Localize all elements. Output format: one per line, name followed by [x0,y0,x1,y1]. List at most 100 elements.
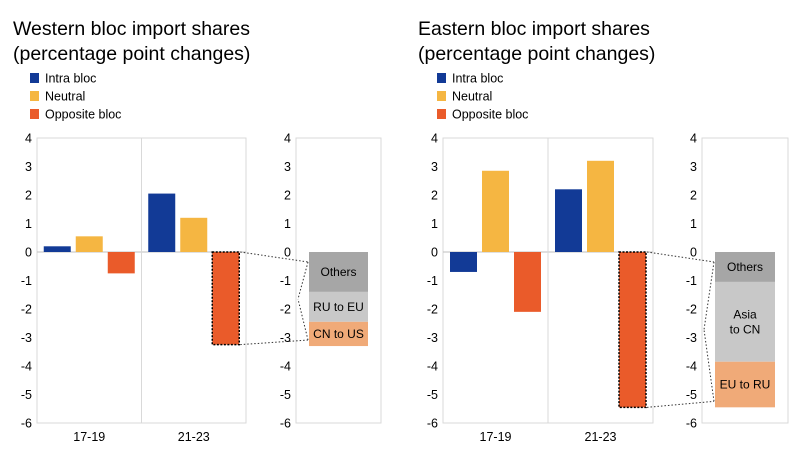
right-title-line2: (percentage point changes) [418,43,655,65]
breakdown-y-tick-label: 2 [690,189,697,203]
legend-swatch-intra [30,73,39,83]
legend-label-opposite: Opposite bloc [45,108,121,122]
connector-line [297,261,309,300]
left-title-line2: (percentage point changes) [13,43,250,65]
y-tick-label: -5 [21,388,32,402]
breakdown-y-tick-label: -6 [686,417,697,431]
x-tick-label: 17-19 [73,430,105,444]
y-tick-label: 1 [431,217,438,231]
breakdown-y-tick-label: 4 [690,132,697,146]
breakdown-y-tick-label: -4 [280,360,291,374]
y-tick-label: 3 [25,160,32,174]
breakdown-y-tick-label: -5 [686,388,697,402]
bar [618,251,647,409]
breakdown-y-tick-label: -2 [280,303,291,317]
left-legend: Intra bloc Neutral Opposite bloc [30,72,121,122]
y-tick-label: -4 [21,360,32,374]
right-chart: 4 3 2 1 0 -1 -2 -3 -4 -5 -6 17-19 21-23 4 3 2 1 0 -1 -2 -3 -4… [427,132,789,444]
breakdown-y-tick-label: 1 [690,217,697,231]
bar [482,170,509,252]
breakdown-y-tick-label: -5 [280,388,291,402]
breakdown-segment-label: CN to US [313,327,364,341]
bar [587,160,614,252]
y-tick-label: 2 [25,189,32,203]
y-tick-label: -2 [21,303,32,317]
legend-swatch-opposite [437,109,446,119]
breakdown-y-tick-label: 3 [284,160,291,174]
y-tick-label: -2 [427,303,438,317]
breakdown-y-tick-label: 3 [690,160,697,174]
breakdown-segment [309,291,368,322]
breakdown-y-tick-label: -1 [686,274,697,288]
legend-swatch-neutral [30,91,39,101]
breakdown-y-tick-label: 1 [284,217,291,231]
bar [148,193,176,252]
breakdown-segment-label-line: CN to US [313,327,364,341]
breakdown-segment-label-line: RU to EU [313,300,364,314]
left-chart: 4 3 2 1 0 -1 -2 -3 -4 -5 -6 17-19 21-23 4 3 2 1 0 -1 -2 -3 -4… [21,132,382,444]
bar [75,236,103,252]
y-tick-label: -6 [427,417,438,431]
breakdown-y-tick-label: 4 [284,132,291,146]
breakdown-y-tick-label: 0 [284,246,291,260]
y-tick-label: 1 [25,217,32,231]
breakdown-segment-label-line: EU to RU [720,378,771,392]
breakdown-segment-label: RU to EU [313,300,364,314]
breakdown-segment [715,252,775,282]
connector-line [646,251,715,263]
y-tick-label: 0 [431,246,438,260]
y-tick-label: -3 [427,331,438,345]
x-tick-label: 17-19 [480,430,512,444]
connector-line [703,329,715,402]
bar [211,251,240,346]
breakdown-y-tick-label: -1 [280,274,291,288]
right-title-line1: Eastern bloc import shares [418,18,650,40]
breakdown-y-tick-label: -6 [280,417,291,431]
y-tick-label: 2 [431,189,438,203]
breakdown-frame [295,137,382,424]
breakdown-segment [309,252,368,292]
connector-line [240,251,309,263]
bar [514,252,541,312]
breakdown-segment-label: EU to RU [720,378,771,392]
breakdown-segment-label-line: to CN [730,322,761,336]
breakdown-segment [715,361,775,408]
bar [555,189,582,252]
y-tick-label: -4 [427,360,438,374]
breakdown-y-tick-label: 2 [284,189,291,203]
y-tick-label: -6 [21,417,32,431]
bar [180,217,208,252]
x-tick-label: 21-23 [178,430,210,444]
right-legend: Intra bloc Neutral Opposite bloc [437,72,528,122]
y-tick-label: 4 [25,132,32,146]
x-tick-label: 21-23 [585,430,617,444]
breakdown-frame [701,137,789,424]
breakdown-segment-label-line: Others [727,260,763,274]
legend-swatch-intra [437,73,446,83]
breakdown-segment [715,281,775,362]
breakdown-segment-label: Others [320,265,356,279]
y-tick-label: -5 [427,388,438,402]
connector-line [297,298,309,341]
legend-label-intra: Intra bloc [452,72,503,86]
y-tick-label: -1 [21,274,32,288]
breakdown-y-tick-label: -3 [686,331,697,345]
breakdown-segment-label-line: Others [320,265,356,279]
y-tick-label: 0 [25,246,32,260]
y-tick-label: 4 [431,132,438,146]
breakdown-y-tick-label: -3 [280,331,291,345]
bar [107,252,135,274]
bar [450,252,477,272]
connector-line [646,400,715,408]
y-tick-label: -1 [427,274,438,288]
legend-label-opposite: Opposite bloc [452,108,528,122]
breakdown-y-tick-label: -4 [686,360,697,374]
breakdown-y-tick-label: -2 [686,303,697,317]
breakdown-y-tick-label: 0 [690,246,697,260]
y-tick-label: -3 [21,331,32,345]
breakdown-segment-label: Asia to CN [730,307,761,336]
left-title-line1: Western bloc import shares [13,18,250,40]
breakdown-segment-label-line: Asia [733,307,757,321]
y-tick-label: 3 [431,160,438,174]
legend-label-neutral: Neutral [452,90,492,104]
